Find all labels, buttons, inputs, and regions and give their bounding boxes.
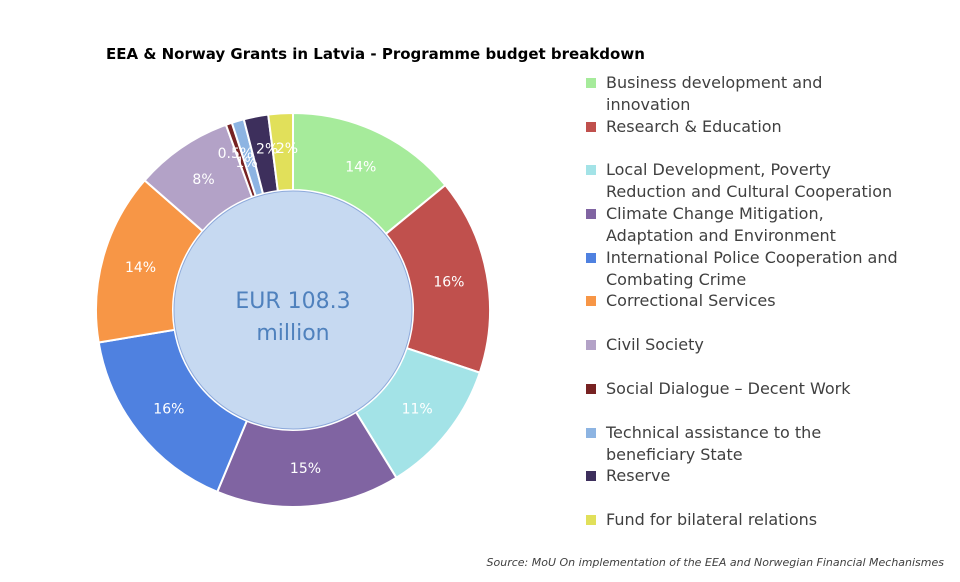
slice-label-research-education: 16%	[433, 274, 464, 290]
legend-label: Local Development, Poverty Reduction and…	[606, 160, 893, 201]
slice-label-reserve: 2%	[256, 141, 278, 157]
center-label-line: EUR 108.3	[235, 289, 350, 314]
legend-label: Research & Education	[606, 117, 782, 136]
slice-label-business-development-and-innovation: 14%	[345, 160, 376, 176]
legend-swatch	[586, 515, 596, 525]
legend-swatch	[586, 122, 596, 132]
center-label-line: million	[256, 321, 329, 346]
slice-label-local-development-poverty-reduction-and-cultural-cooperation: 11%	[402, 402, 433, 418]
slice-label-social-dialogue-decent-work: 0.5%	[218, 146, 254, 162]
legend-label: Business development and innovation	[606, 73, 823, 114]
legend-label: Reserve	[606, 466, 671, 485]
legend-swatch	[586, 78, 596, 88]
legend-swatch	[586, 384, 596, 394]
legend-swatch	[586, 253, 596, 263]
slice-label-fund-for-bilateral-relations: 2%	[276, 141, 298, 157]
legend-swatch	[586, 428, 596, 438]
legend-label: Technical assistance to the beneficiary …	[606, 423, 822, 464]
source-note: Source: MoU On implementation of the EEA…	[486, 556, 944, 569]
slice-label-technical-assistance-to-the-beneficiary-state: 1%	[235, 155, 257, 171]
legend-swatch	[586, 340, 596, 350]
slice-label-civil-society: 8%	[192, 172, 214, 188]
legend-swatch	[586, 471, 596, 481]
donut-center	[173, 190, 413, 430]
legend-label: Civil Society	[606, 335, 704, 354]
donut-chart: EUR 108.3 million 14% 16% 11% 15% 16% 14% 8%0.5%…	[95, 111, 491, 508]
legend-label: Fund for bilateral relations	[606, 510, 818, 529]
legend-swatch	[586, 296, 596, 306]
legend-label: International Police Cooperation and Com…	[606, 248, 898, 289]
legend-swatch	[586, 209, 596, 219]
legend-label: Correctional Services	[606, 291, 776, 310]
legend-swatch	[586, 165, 596, 175]
legend-label: Social Dialogue – Decent Work	[606, 379, 851, 398]
slice-label-correctional-services: 14%	[125, 260, 156, 276]
legend-label: Climate Change Mitigation, Adaptation an…	[606, 204, 836, 245]
slice-label-climate-change-mitigation-adaptation-and-environment: 15%	[290, 461, 321, 477]
slice-label-international-police-cooperation-and-combating-crime: 16%	[153, 402, 184, 418]
chart-title: EEA & Norway Grants in Latvia - Programm…	[106, 45, 645, 63]
slice-fund-for-bilateral-relations	[267, 111, 294, 193]
